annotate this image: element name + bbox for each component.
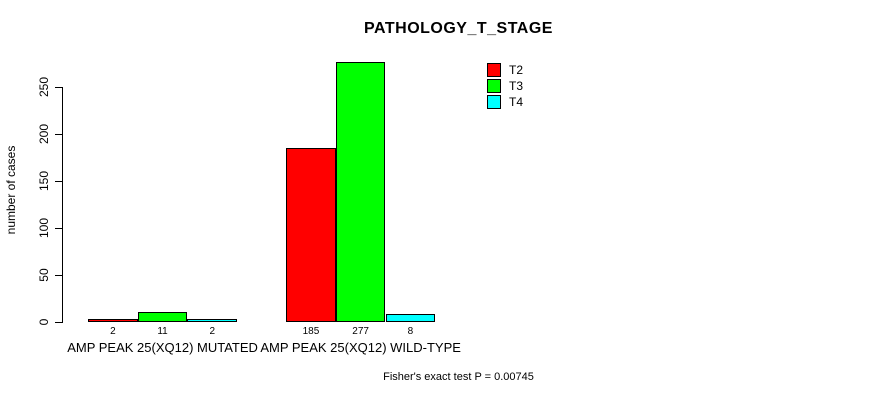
bar-t4-group2	[385, 314, 436, 322]
bar-value-label: 2	[209, 326, 216, 337]
y-tick-mark	[55, 321, 62, 323]
y-axis	[62, 87, 63, 323]
bar-value-label: 185	[302, 326, 320, 337]
y-tick-label: 0	[37, 318, 51, 326]
y-tick-label: 250	[37, 76, 51, 98]
legend-swatch-t2	[487, 63, 501, 77]
y-tick-mark	[55, 274, 62, 276]
x-category-label: AMP PEAK 25(XQ12) MUTATED	[67, 340, 258, 355]
bar-value-label: 11	[157, 326, 168, 337]
bar-t2-group2	[286, 148, 336, 322]
legend-label-t2: T2	[509, 63, 524, 77]
legend-label-t3: T3	[509, 79, 524, 93]
legend-label-t4: T4	[509, 95, 524, 109]
bar-t3-group2	[335, 61, 386, 322]
legend: T2 T3 T4	[487, 62, 523, 110]
x-category-label: AMP PEAK 25(XQ12) WILD-TYPE	[260, 340, 461, 355]
bar-value-label: 8	[407, 326, 414, 337]
bar-t4-group1	[187, 319, 238, 322]
legend-swatch-t3	[487, 79, 501, 93]
bar-value-label: 2	[110, 326, 116, 337]
legend-item-t2: T2	[487, 62, 523, 78]
bar-t2-group1	[88, 319, 138, 322]
y-tick-mark	[55, 227, 62, 229]
y-tick-label: 50	[37, 268, 51, 282]
y-tick-mark	[55, 180, 62, 182]
legend-item-t3: T3	[487, 78, 523, 94]
legend-item-t4: T4	[487, 94, 523, 110]
chart-title: PATHOLOGY_T_STAGE	[364, 20, 553, 37]
bar-value-label: 277	[352, 326, 369, 337]
y-tick-label: 150	[37, 170, 51, 192]
bar-t3-group1	[137, 311, 188, 322]
legend-swatch-t4	[487, 95, 501, 109]
y-tick-label: 100	[37, 217, 51, 239]
y-tick-mark	[55, 133, 62, 135]
y-tick-label: 200	[37, 123, 51, 145]
stat-text: Fisher's exact test P = 0.00745	[383, 371, 534, 383]
y-tick-mark	[55, 86, 62, 88]
